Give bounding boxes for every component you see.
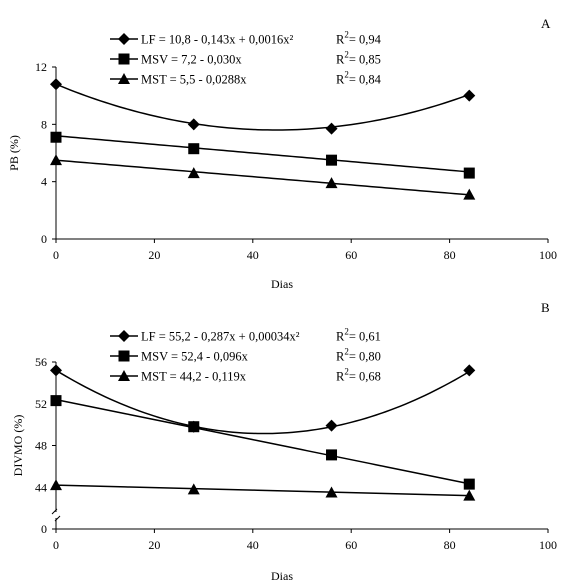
panel-a-legend-entry: LF = 10,8 - 0,143x + 0,0016x² R2= 0,94	[110, 30, 382, 47]
panel-a-triangle-point	[463, 188, 476, 200]
panel-b-triangle-trend-line	[55, 484, 470, 497]
panel-a-diamond-point	[187, 118, 200, 131]
panel-a-y-tick-label: 12	[35, 60, 47, 74]
panel-b-y-axis-label: DIVMO (%)	[11, 415, 25, 477]
panel-b-square-point	[50, 395, 62, 407]
panel-b-y-tick-label: 48	[35, 439, 47, 453]
panel-b-axes: 00 20 40 60 80 100 44 48 52 56 Dias DIVMO (%)	[11, 355, 557, 583]
panel-a-series-triangle	[50, 154, 476, 200]
panel-a-y-tick-label: 8	[41, 117, 47, 131]
panel-a-legend-label: MST = 5,5 - 0,0288x	[141, 73, 247, 87]
panel-b-axis-break	[51, 508, 61, 522]
panel-b-legend-label: MST = 44,2 - 0,119x	[141, 370, 247, 384]
panel-a-y-tick-label: 0	[41, 232, 47, 246]
panel-a-series-diamond	[50, 78, 476, 135]
panel-a-series-square	[50, 131, 475, 179]
panel-a-diamond-point	[463, 89, 476, 102]
panel-b-legend-entry: MSV = 52,4 - 0,096x R2= 0,80	[110, 347, 381, 364]
panel-b-series-triangle	[50, 479, 476, 501]
panel-a-legend-marker	[118, 53, 130, 65]
panel-b-diamond-point	[325, 419, 338, 432]
panel-b-square-point	[188, 421, 200, 433]
panel-b-legend-entry: MST = 44,2 - 0,119x R2= 0,68	[110, 367, 381, 384]
panel-a-r2-label: R2= 0,94	[336, 30, 382, 47]
panel-b-diamond-trend-line	[55, 369, 470, 435]
panel-b-x-axis-label: Dias	[271, 569, 293, 583]
panel-b-series-diamond	[50, 364, 476, 435]
panel-a-x-tick-label: 40	[247, 248, 259, 262]
panel-b-y-tick-label: 44	[35, 480, 47, 494]
panel-a-r2-label: R2= 0,85	[336, 50, 381, 67]
panel-b-y-tick-label: 0	[41, 522, 47, 536]
panel-a-r2-label: R2= 0,84	[336, 70, 382, 87]
panel-a-x-tick-label: 80	[444, 248, 456, 262]
panel-b-square-point	[463, 478, 475, 490]
panel-a-square-point	[188, 143, 200, 155]
panel-b-r2-label: R2= 0,61	[336, 327, 381, 344]
panel-a-x-tick-label: 0	[53, 248, 59, 262]
panel-b-square-point	[326, 449, 338, 461]
panel-a-x-tick-label: 20	[148, 248, 160, 262]
panel-b-triangle-point	[325, 486, 338, 498]
panel-a-y-tick-label: 4	[41, 175, 47, 189]
panel-a-x-tick-label: 100	[539, 248, 557, 262]
panel-b-r2-label: R2= 0,68	[336, 367, 381, 384]
panel-b-triangle-point	[187, 483, 200, 495]
panel-b-legend-label: MSV = 52,4 - 0,096x	[141, 350, 249, 364]
panel-a-square-point	[326, 154, 338, 166]
panel-a-x-axis-label: Dias	[271, 277, 293, 291]
panel-a-triangle-point	[50, 154, 62, 166]
panel-a-legend-marker	[118, 33, 130, 45]
panel-a-square-point	[50, 131, 62, 143]
panel-a-triangle-trend-line	[55, 159, 470, 196]
panel-b-y-tick-label: 52	[35, 397, 47, 411]
panel-b-x-tick-label: 40	[247, 538, 259, 552]
panel-b-triangle-point	[50, 479, 62, 491]
panel-b-y-tick-label: 56	[35, 355, 47, 369]
panel-a-square-point	[463, 167, 475, 179]
panel-a-legend-label: LF = 10,8 - 0,143x + 0,0016x²	[141, 33, 293, 47]
panel-a-x-tick-label: 60	[345, 248, 357, 262]
panel-b-x-tick-label: 0	[53, 538, 59, 552]
panel-b-square-trend-line	[55, 398, 470, 485]
panel-a-triangle-point	[325, 177, 338, 189]
panel-b-letter: B	[541, 300, 550, 315]
panel-b-x-tick-label: 60	[345, 538, 357, 552]
panel-b: B 00 20 40 60 80 100 44 48 52 56 Dias DIVMO (%) LF =…	[11, 300, 557, 583]
panel-b-legend-marker	[118, 330, 130, 342]
panel-b-x-tick-label: 80	[444, 538, 456, 552]
panel-a-triangle-point	[187, 167, 200, 179]
panel-b-legend-entry: LF = 55,2 - 0,287x + 0,00034x² R2= 0,61	[110, 327, 381, 344]
panel-a: A 0 20 40 60 80 100 0 4 8 12 Dias PB (%) LF = 10,8 -…	[7, 16, 557, 291]
panel-a-diamond-trend-line	[55, 83, 470, 131]
panel-b-triangle-point	[463, 489, 476, 501]
panel-a-legend-label: MSV = 7,2 - 0,030x	[141, 53, 242, 67]
panel-a-square-trend-line	[55, 135, 470, 173]
panel-b-legend-marker	[118, 350, 130, 362]
panel-a-letter: A	[541, 16, 551, 31]
panel-a-diamond-point	[325, 122, 338, 135]
panel-a-y-axis-label: PB (%)	[7, 135, 21, 171]
panel-b-x-tick-label: 20	[148, 538, 160, 552]
panel-a-axes: 0 20 40 60 80 100 0 4 8 12 Dias PB (%)	[7, 60, 557, 291]
panel-b-r2-label: R2= 0,80	[336, 347, 381, 364]
panel-b-series-square	[50, 395, 475, 490]
panel-b-x-tick-label: 100	[539, 538, 557, 552]
panel-a-legend-marker	[118, 73, 130, 84]
panel-b-legend-label: LF = 55,2 - 0,287x + 0,00034x²	[141, 330, 300, 344]
panel-b-diamond-point	[50, 364, 62, 377]
panel-a-diamond-point	[50, 78, 62, 91]
panel-a-legend-entry: MST = 5,5 - 0,0288x R2= 0,84	[110, 70, 382, 87]
panel-a-legend-entry: MSV = 7,2 - 0,030x R2= 0,85	[110, 50, 381, 67]
panel-b-diamond-point	[463, 364, 476, 377]
panel-b-legend-marker	[118, 370, 130, 381]
